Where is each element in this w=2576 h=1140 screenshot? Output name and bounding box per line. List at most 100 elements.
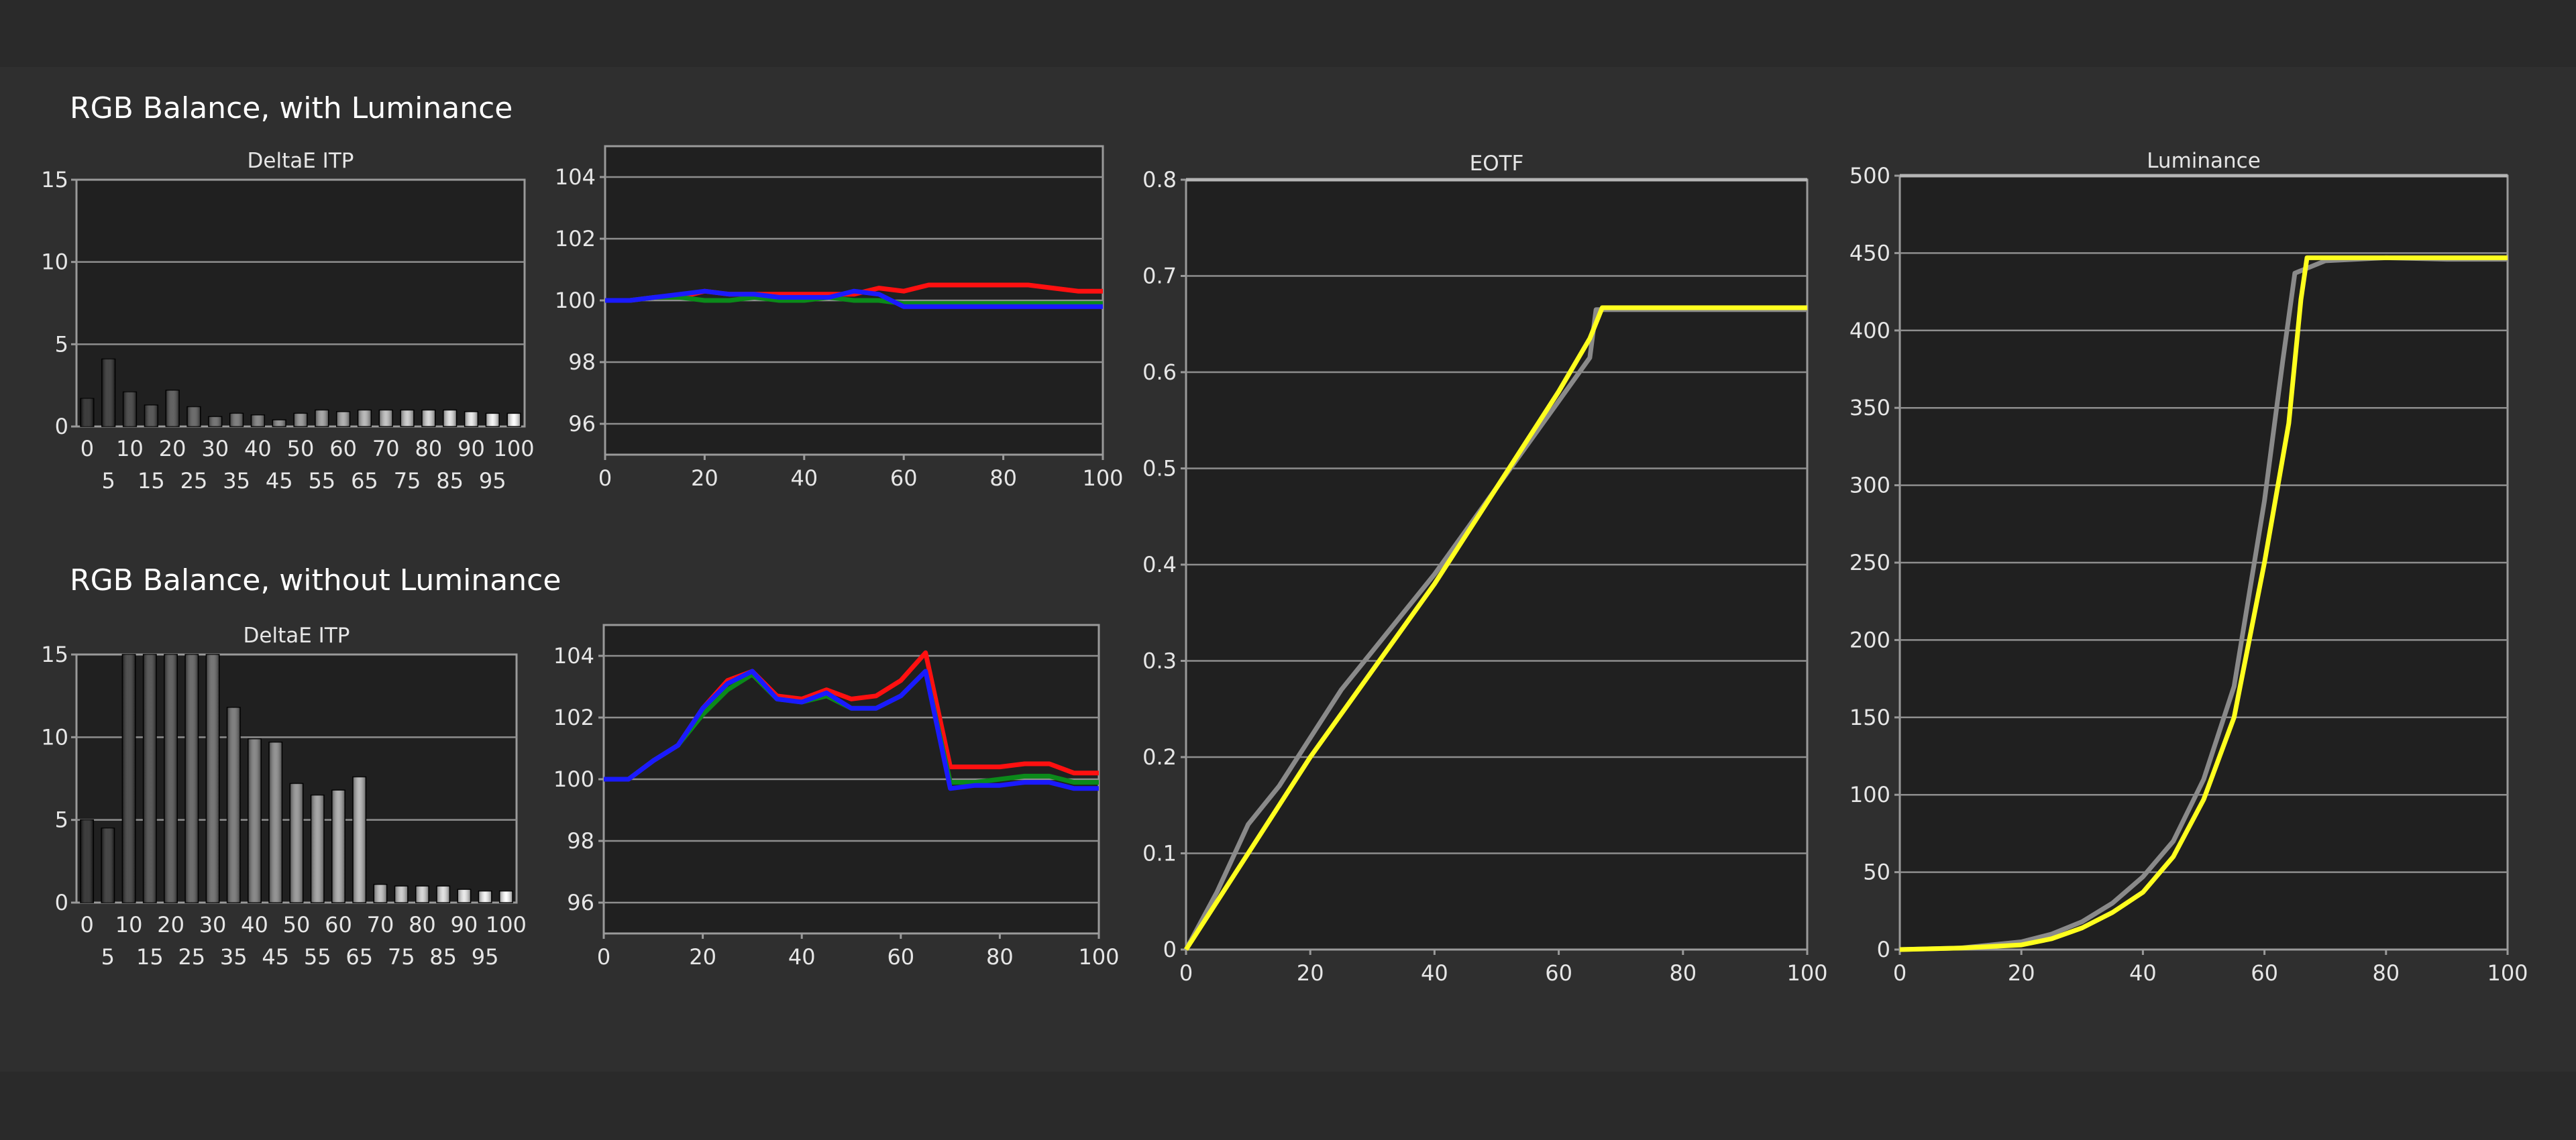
bar-shade-25 bbox=[187, 406, 201, 426]
x-tick-label: 0 bbox=[80, 436, 94, 461]
section-title-without-luminance: RGB Balance, without Luminance bbox=[70, 563, 561, 597]
x-tick-label: 20 bbox=[1297, 960, 1324, 986]
x-tick-label: 80 bbox=[2372, 960, 2400, 986]
y-tick-label: 10 bbox=[41, 249, 68, 275]
y-tick-label: 15 bbox=[41, 642, 68, 667]
x-tick-label: 75 bbox=[388, 944, 415, 970]
x-tick-label: 20 bbox=[689, 944, 716, 970]
x-tick-label: 20 bbox=[2008, 960, 2035, 986]
y-tick-label: 0.6 bbox=[1142, 359, 1177, 385]
x-tick-label: 75 bbox=[394, 468, 421, 494]
x-tick-label: 0 bbox=[1893, 960, 1907, 986]
y-tick-label: 15 bbox=[41, 167, 68, 192]
x-tick-label: 60 bbox=[887, 944, 914, 970]
y-tick-label: 104 bbox=[553, 643, 594, 669]
x-tick-label: 70 bbox=[367, 912, 394, 937]
y-tick-label: 0 bbox=[1163, 937, 1177, 962]
x-tick-label: 35 bbox=[220, 944, 248, 970]
x-tick-label: 100 bbox=[1078, 944, 1119, 970]
x-tick-label: 35 bbox=[223, 468, 250, 494]
x-tick-label: 65 bbox=[351, 468, 378, 494]
y-tick-label: 50 bbox=[1863, 860, 1890, 885]
y-tick-label: 100 bbox=[555, 288, 596, 313]
y-tick-label: 100 bbox=[1849, 782, 1890, 807]
bar-shade-70 bbox=[374, 884, 387, 903]
y-tick-label: 102 bbox=[555, 226, 596, 251]
x-tick-label: 100 bbox=[486, 912, 527, 937]
x-tick-label: 80 bbox=[989, 465, 1017, 491]
bar-shade-5 bbox=[101, 828, 115, 903]
bar-shade-20 bbox=[164, 654, 178, 903]
y-tick-label: 250 bbox=[1849, 550, 1890, 575]
series-line-green bbox=[605, 294, 1103, 306]
bar-shade-50 bbox=[294, 413, 307, 426]
section-title-with-luminance: RGB Balance, with Luminance bbox=[70, 91, 513, 125]
x-tick-label: 40 bbox=[788, 944, 816, 970]
x-tick-label: 95 bbox=[479, 468, 506, 494]
x-tick-label: 40 bbox=[2129, 960, 2157, 986]
x-tick-label: 50 bbox=[287, 436, 315, 461]
bar-shade-15 bbox=[144, 405, 158, 426]
x-tick-label: 25 bbox=[180, 468, 208, 494]
x-tick-label: 30 bbox=[199, 912, 227, 937]
bar-shade-45 bbox=[269, 742, 282, 903]
x-tick-label: 5 bbox=[101, 944, 115, 970]
series-line-blue bbox=[605, 288, 1103, 309]
bar-shade-25 bbox=[185, 654, 199, 903]
bar-shade-65 bbox=[353, 777, 366, 903]
y-tick-label: 0 bbox=[55, 414, 68, 439]
plot-area bbox=[75, 178, 526, 428]
y-tick-label: 98 bbox=[568, 349, 596, 375]
bar-shade-15 bbox=[143, 654, 157, 903]
x-tick-label: 40 bbox=[241, 912, 268, 937]
x-tick-label: 55 bbox=[304, 944, 331, 970]
bar-shade-30 bbox=[208, 416, 222, 426]
bar-shade-10 bbox=[123, 392, 137, 426]
y-tick-label: 104 bbox=[555, 164, 596, 190]
x-tick-label: 60 bbox=[1545, 960, 1572, 986]
bar-shade-75 bbox=[394, 886, 408, 903]
y-tick-label: 0.7 bbox=[1142, 264, 1177, 289]
chart-title: Luminance bbox=[2147, 149, 2261, 173]
y-tick-label: 96 bbox=[568, 411, 596, 437]
y-tick-label: 5 bbox=[55, 331, 68, 357]
y-tick-label: 0.8 bbox=[1142, 167, 1177, 192]
x-tick-label: 0 bbox=[80, 912, 93, 937]
bar-shade-35 bbox=[229, 413, 244, 426]
x-tick-label: 25 bbox=[178, 944, 205, 970]
x-tick-label: 0 bbox=[598, 465, 612, 491]
chart-rgb-with: 96 98 100 102 104 0 20 40 60 80 100 bbox=[555, 145, 1124, 491]
series-line-yellow bbox=[1184, 305, 1807, 951]
y-tick-label: 98 bbox=[567, 828, 594, 854]
y-tick-label: 96 bbox=[567, 890, 594, 915]
x-tick-label: 20 bbox=[157, 912, 184, 937]
x-tick-label: 100 bbox=[2487, 960, 2528, 986]
x-tick-label: 100 bbox=[1786, 960, 1827, 986]
bar-shade-90 bbox=[464, 411, 478, 426]
x-tick-label: 85 bbox=[429, 944, 457, 970]
bar-shade-100 bbox=[507, 413, 521, 426]
y-tick-label: 100 bbox=[553, 766, 594, 792]
y-tick-label: 0 bbox=[1877, 937, 1890, 962]
bar-shade-55 bbox=[315, 410, 329, 426]
bar-shade-95 bbox=[478, 891, 492, 903]
x-tick-label: 5 bbox=[102, 468, 115, 494]
x-tick-label: 15 bbox=[138, 468, 165, 494]
x-tick-label: 80 bbox=[986, 944, 1014, 970]
bottom-band bbox=[0, 1072, 2576, 1140]
bar-shade-40 bbox=[248, 738, 262, 903]
y-tick-label: 102 bbox=[553, 705, 594, 730]
bar-shade-70 bbox=[379, 410, 393, 426]
bar-shade-40 bbox=[251, 414, 265, 426]
bar-shade-60 bbox=[331, 790, 345, 903]
bar-shade-100 bbox=[499, 891, 513, 903]
bar-shade-80 bbox=[415, 886, 429, 903]
chart-title: EOTF bbox=[1470, 152, 1524, 176]
series-line-yellow bbox=[1899, 255, 2508, 952]
x-tick-label: 20 bbox=[691, 465, 718, 491]
x-tick-label: 90 bbox=[451, 912, 478, 937]
x-tick-label: 60 bbox=[325, 912, 352, 937]
